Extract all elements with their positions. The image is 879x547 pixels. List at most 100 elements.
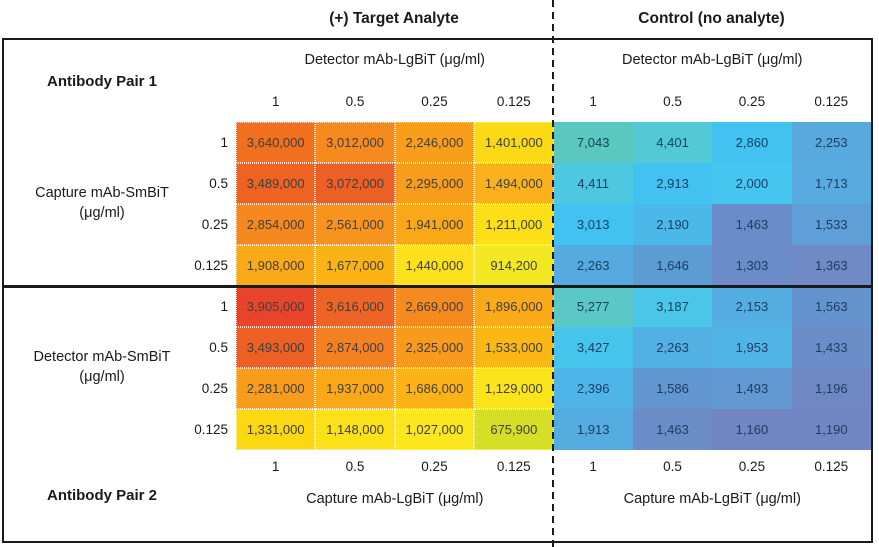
heatmap-cell-t2-r0c2: 2,669,000 [394, 286, 475, 327]
pair-divider-line [4, 285, 871, 288]
heatmap-grid-pair1-target: 3,640,000 3,012,000 2,246,000 1,401,000 3,48… [236, 122, 554, 286]
heatmap-cell-c2-r2c3: 1,196 [791, 368, 871, 409]
pair2-col-axis-target: Capture mAb-LgBiT (μg/ml) [306, 491, 484, 507]
heatmap-cell-c1-r0c1: 4,401 [632, 122, 713, 163]
heatmap-cell-c2-r2c0: 2,396 [553, 368, 633, 409]
heatmap-cell-t1-r3c3: 914,200 [474, 245, 554, 286]
heatmap-cell-t1-r0c0: 3,640,000 [236, 122, 316, 163]
heatmap-cell-t2-r2c3: 1,129,000 [474, 368, 554, 409]
heatmap-cell-t1-r3c2: 1,440,000 [394, 245, 475, 286]
heatmap-cell-t2-r0c0: 3,905,000 [236, 286, 316, 327]
pair1-row-axis-line1: Capture mAb-SmBiT [35, 185, 169, 202]
table-frame: Antibody Pair 1 Detector mAb-LgBiT (μg/m… [2, 38, 873, 543]
heatmap-cell-c2-r1c2: 1,953 [712, 327, 792, 368]
heatmap-cell-c2-r0c1: 3,187 [632, 286, 713, 327]
heatmap-cell-c2-r3c0: 1,913 [553, 409, 633, 450]
heatmap-cell-t1-r2c0: 2,854,000 [236, 204, 316, 245]
heatmap-cell-t2-r3c1: 1,148,000 [315, 409, 395, 450]
heatmap-cell-c1-r3c0: 2,263 [553, 245, 633, 286]
heatmap-cell-t1-r3c0: 1,908,000 [236, 245, 316, 286]
heatmap-cell-c2-r2c2: 1,493 [712, 368, 792, 409]
heatmap-grid-pair2-control: 5,277 3,187 2,153 1,563 3,427 2,263 1,953 1,433… [553, 286, 871, 450]
heatmap-cell-t1-r1c0: 3,489,000 [236, 163, 316, 204]
pair1-col-axis-target: Detector mAb-LgBiT (μg/ml) [304, 52, 486, 68]
pair1-row-tick-4: 0.125 [194, 258, 228, 273]
condition-title-target: (+) Target Analyte [329, 10, 459, 27]
bottom-tick-control-2: 0.5 [663, 458, 682, 474]
heatmap-cell-c2-r1c0: 3,427 [553, 327, 633, 368]
pair1-col-axis-control: Detector mAb-LgBiT (μg/ml) [621, 52, 803, 68]
heatmap-cell-t1-r1c3: 1,494,000 [474, 163, 554, 204]
top-tick-target-1: 1 [271, 93, 280, 109]
pair2-row-axis-line2: (μg/ml) [79, 369, 125, 385]
heatmap-cell-t1-r1c2: 2,295,000 [394, 163, 475, 204]
heatmap-cell-c1-r0c2: 2,860 [712, 122, 792, 163]
pair2-row-tick-4: 0.125 [194, 422, 228, 437]
heatmap-cell-t1-r2c1: 2,561,000 [315, 204, 395, 245]
heatmap-cell-t2-r0c1: 3,616,000 [315, 286, 395, 327]
pair2-col-axis-control: Capture mAb-LgBiT (μg/ml) [623, 491, 801, 507]
pair2-label: Antibody Pair 2 [46, 487, 158, 504]
bottom-tick-target-1: 1 [271, 458, 280, 474]
heatmap-cell-c2-r3c1: 1,463 [632, 409, 713, 450]
heatmap-cell-c2-r1c1: 2,263 [632, 327, 713, 368]
heatmap-cell-t2-r3c3: 675,900 [474, 409, 554, 450]
bottom-tick-control-4: 0.125 [814, 458, 849, 474]
pair1-row-tick-3: 0.25 [201, 217, 228, 232]
heatmap-cell-t2-r1c2: 2,325,000 [394, 327, 475, 368]
bottom-tick-target-3: 0.25 [421, 458, 448, 474]
heatmap-cell-t2-r1c3: 1,533,000 [474, 327, 554, 368]
heatmap-cell-t1-r0c2: 2,246,000 [394, 122, 475, 163]
heatmap-cell-t1-r2c2: 1,941,000 [394, 204, 475, 245]
top-tick-control-3: 0.25 [738, 93, 766, 109]
heatmap-cell-c2-r3c3: 1,190 [791, 409, 871, 450]
condition-title-control: Control (no analyte) [638, 10, 785, 27]
pair2-row-tick-1: 1 [220, 299, 228, 314]
heatmap-cell-c1-r1c3: 1,713 [791, 163, 871, 204]
heatmap-cell-c2-r0c0: 5,277 [553, 286, 633, 327]
heatmap-cell-c2-r0c2: 2,153 [712, 286, 792, 327]
heatmap-cell-c1-r0c3: 2,253 [791, 122, 871, 163]
heatmap-cell-c1-r2c2: 1,463 [712, 204, 792, 245]
heatmap-cell-c2-r3c2: 1,160 [712, 409, 792, 450]
pair1-row-tick-1: 1 [220, 135, 228, 150]
pair2-row-axis: Detector mAb-SmBiT (μg/ml) [4, 286, 200, 450]
pair1-label: Antibody Pair 1 [46, 72, 158, 90]
pair2-row-tick-3: 0.25 [201, 381, 228, 396]
top-tick-target-4: 0.125 [496, 93, 531, 109]
pair1-row-axis: Capture mAb-SmBiT (μg/ml) [4, 122, 200, 286]
pair2-row-axis-line1: Detector mAb-SmBiT [33, 349, 171, 366]
heatmap-cell-c1-r1c1: 2,913 [632, 163, 713, 204]
heatmap-cell-c1-r2c1: 2,190 [632, 204, 713, 245]
heatmap-cell-c1-r3c2: 1,303 [712, 245, 792, 286]
heatmap-cell-t2-r1c0: 3,493,000 [236, 327, 316, 368]
heatmap-cell-t1-r0c3: 1,401,000 [474, 122, 554, 163]
bottom-tick-control-1: 1 [589, 458, 597, 474]
heatmap-cell-t2-r1c1: 2,874,000 [315, 327, 395, 368]
heatmap-cell-c2-r0c3: 1,563 [791, 286, 871, 327]
pair2-row-tick-2: 0.5 [209, 340, 228, 355]
bottom-tick-target-4: 0.125 [496, 458, 531, 474]
heatmap-cell-t1-r3c1: 1,677,000 [315, 245, 395, 286]
heatmap-cell-c1-r0c0: 7,043 [553, 122, 633, 163]
top-tick-control-1: 1 [589, 93, 597, 109]
top-tick-target-2: 0.5 [345, 93, 365, 109]
heatmap-cell-c1-r2c0: 3,013 [553, 204, 633, 245]
bottom-tick-target-2: 0.5 [345, 458, 365, 474]
pair1-row-tick-2: 0.5 [209, 176, 228, 191]
condition-divider-dashed-line [552, 0, 554, 547]
heatmap-cell-t2-r2c0: 2,281,000 [236, 368, 316, 409]
heatmap-cell-c2-r1c3: 1,433 [791, 327, 871, 368]
heatmap-cell-c1-r1c0: 4,411 [553, 163, 633, 204]
top-tick-target-3: 0.25 [421, 93, 448, 109]
heatmap-cell-t1-r1c1: 3,072,000 [315, 163, 395, 204]
heatmap-cell-c1-r3c3: 1,363 [791, 245, 871, 286]
heatmap-cell-t2-r3c2: 1,027,000 [394, 409, 475, 450]
top-tick-control-4: 0.125 [814, 93, 849, 109]
heatmap-cell-t2-r2c2: 1,686,000 [394, 368, 475, 409]
heatmap-grid-pair2-target: 3,905,000 3,616,000 2,669,000 1,896,000 3,49… [236, 286, 554, 450]
heatmap-cell-c1-r2c3: 1,533 [791, 204, 871, 245]
heatmap-cell-t1-r0c1: 3,012,000 [315, 122, 395, 163]
heatmap-cell-t2-r0c3: 1,896,000 [474, 286, 554, 327]
